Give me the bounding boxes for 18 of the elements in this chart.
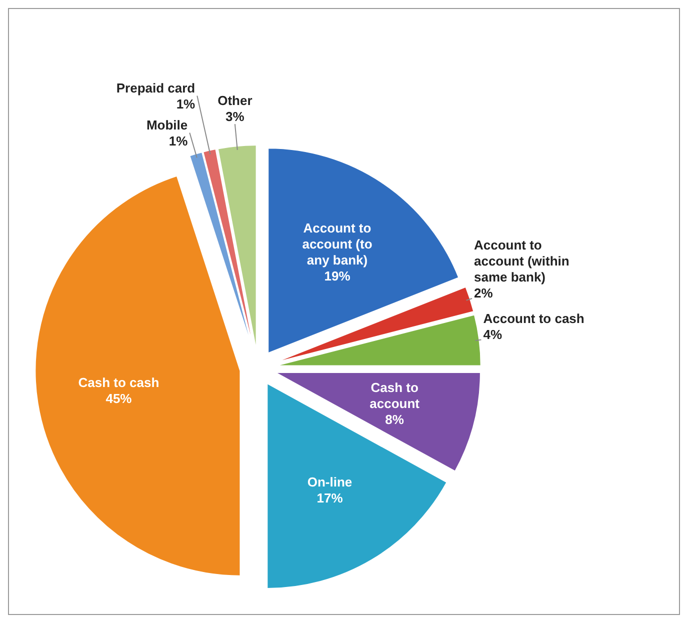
data-label: 45% <box>106 391 132 406</box>
data-label: 19% <box>324 268 351 284</box>
data-label: 1% <box>168 134 188 149</box>
slice-label: Mobile <box>146 118 188 133</box>
slice-label: Cash to cash <box>78 375 160 390</box>
slice-label: Account to cash <box>483 310 584 326</box>
slice-label: On-line <box>307 474 352 490</box>
slice-label: Cash to account <box>370 380 420 412</box>
data-label: 1% <box>176 96 196 112</box>
slice-label: Account to account (to any bank) <box>302 220 372 268</box>
data-label: 4% <box>483 326 502 342</box>
data-label: 3% <box>226 109 245 124</box>
slice-label: Other <box>218 93 252 108</box>
data-label: 8% <box>385 412 404 428</box>
slice-label: Account to account (within same bank) <box>474 237 570 284</box>
data-label: 17% <box>316 490 344 506</box>
data-label: 2% <box>474 285 494 300</box>
slice-label: Prepaid card <box>116 80 196 96</box>
